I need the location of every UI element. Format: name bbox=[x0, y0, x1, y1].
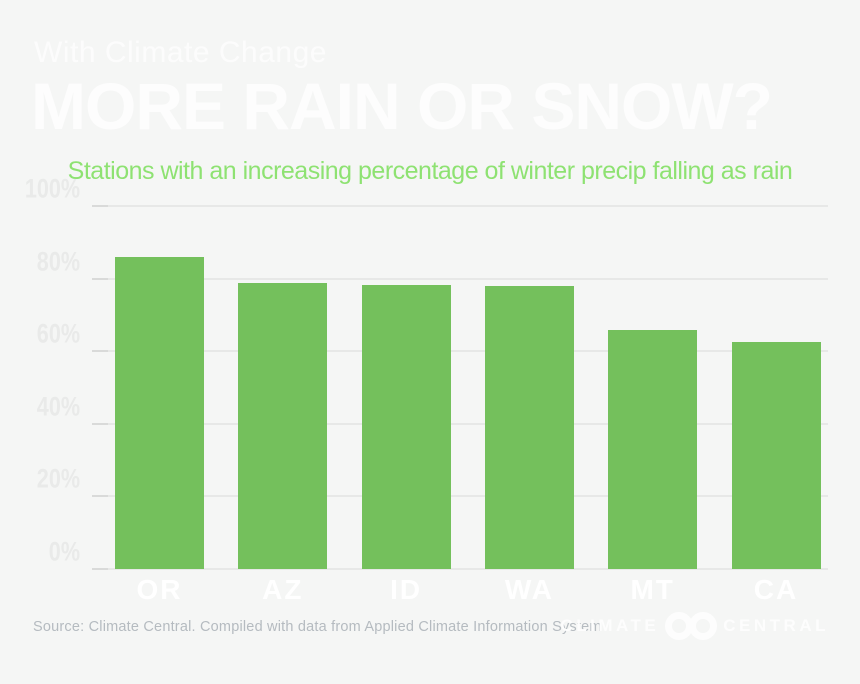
gridline-80% bbox=[92, 277, 828, 280]
y-axis-tick-label: 20% bbox=[36, 463, 80, 494]
bar-AZ bbox=[238, 282, 328, 569]
x-axis-label-OR: OR bbox=[136, 574, 183, 605]
bar-OR bbox=[115, 256, 204, 569]
kicker-text: With Climate Change bbox=[34, 36, 327, 69]
bar-CA bbox=[731, 341, 821, 569]
x-axis-label-CA: CA bbox=[753, 574, 799, 605]
gridline-100% bbox=[92, 205, 828, 207]
chart-subtitle: Stations with an increasing percentage o… bbox=[67, 157, 793, 185]
y-axis-tick-label: 0% bbox=[48, 536, 80, 567]
logo-word-climate: CLIMATE bbox=[560, 616, 660, 635]
logo-word-central: CENTRAL bbox=[723, 616, 829, 635]
y-axis-tick-label: 40% bbox=[36, 391, 80, 422]
climate-central-logo: CLIMATE CENTRAL bbox=[560, 611, 829, 641]
page-title: MORE RAIN OR SNOW? bbox=[31, 69, 773, 143]
y-axis-tick-label: 60% bbox=[36, 318, 80, 349]
bar-ID bbox=[361, 285, 451, 569]
gridline-20% bbox=[92, 495, 828, 498]
gridline-40% bbox=[92, 422, 828, 425]
x-axis-label-ID: ID bbox=[390, 574, 423, 605]
y-axis-tick-label: 80% bbox=[36, 246, 80, 277]
x-axis-label-AZ: AZ bbox=[262, 574, 304, 605]
bar-WA bbox=[484, 285, 574, 569]
gridline-0% bbox=[92, 568, 828, 570]
y-axis-tick-label: 100% bbox=[24, 173, 80, 204]
source-attribution: Source: Climate Central. Compiled with d… bbox=[33, 619, 602, 635]
bar-chart-plot-area: 0% 20% 40% 60% 80% 100% OR AZ ID WA MT CA bbox=[25, 174, 828, 605]
gridline-60% bbox=[92, 350, 828, 353]
bar-MT bbox=[608, 329, 698, 569]
x-axis-label-WA: WA bbox=[504, 574, 554, 605]
climate-central-rings-icon bbox=[665, 612, 718, 640]
x-axis-label-MT: MT bbox=[630, 574, 675, 605]
